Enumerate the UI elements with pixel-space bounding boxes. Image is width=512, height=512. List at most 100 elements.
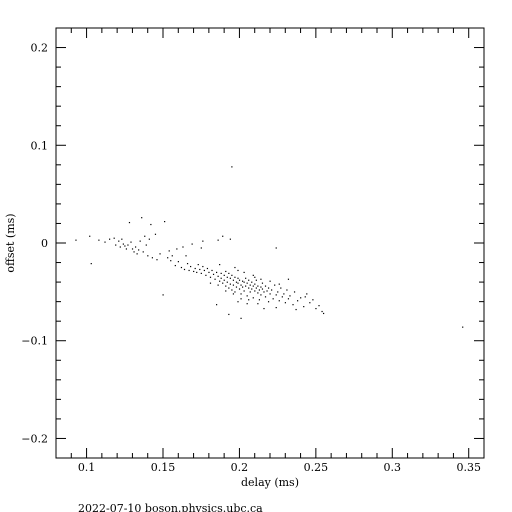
data-point <box>130 241 132 243</box>
data-point <box>243 271 245 274</box>
data-point <box>185 255 187 257</box>
data-point <box>235 286 238 288</box>
data-point <box>266 290 268 292</box>
data-point <box>249 291 251 293</box>
x-tick-label: 0.15 <box>151 461 176 474</box>
data-point <box>223 279 225 281</box>
x-tick-label: 0.35 <box>456 461 481 474</box>
data-point <box>223 274 225 276</box>
data-point <box>234 276 236 278</box>
data-point <box>269 280 271 282</box>
data-point <box>278 300 280 302</box>
axis-ticks <box>56 28 484 458</box>
data-point <box>220 277 222 279</box>
data-point <box>109 238 111 240</box>
data-point <box>293 291 296 293</box>
data-point <box>142 251 144 253</box>
data-point <box>124 245 126 247</box>
data-point <box>306 293 308 295</box>
data-point <box>104 241 106 243</box>
y-tick-labels: −0.2 −0.1 0 0.1 0.2 <box>21 42 48 446</box>
data-point <box>264 285 267 287</box>
data-point <box>90 263 92 265</box>
data-point <box>177 261 179 263</box>
data-point <box>205 274 207 276</box>
data-point <box>190 265 192 268</box>
data-point <box>260 294 262 296</box>
data-point <box>145 244 147 246</box>
data-point <box>144 235 146 237</box>
data-point <box>128 221 131 224</box>
data-point <box>254 290 256 292</box>
y-tick-label: −0.2 <box>21 432 48 445</box>
data-point <box>258 299 260 301</box>
data-point <box>263 291 265 293</box>
data-point <box>217 275 219 277</box>
data-point <box>119 246 121 248</box>
data-point <box>257 303 259 305</box>
data-point <box>248 299 250 301</box>
data-point <box>287 278 290 280</box>
data-point <box>240 298 242 300</box>
data-point <box>272 298 274 300</box>
data-point <box>275 247 277 249</box>
data-point <box>147 255 149 257</box>
data-point <box>214 278 216 280</box>
data-point <box>200 247 202 249</box>
data-point <box>245 285 247 287</box>
data-point <box>304 296 306 298</box>
data-point <box>197 264 199 266</box>
data-point <box>234 266 236 269</box>
data-point <box>193 270 195 273</box>
data-point <box>222 235 224 237</box>
data-point <box>321 310 323 313</box>
data-point <box>141 217 143 219</box>
data-point <box>232 293 235 295</box>
data-point <box>297 300 299 302</box>
data-point <box>287 298 290 300</box>
data-point <box>232 284 235 286</box>
data-point <box>462 326 464 328</box>
data-point <box>234 291 236 293</box>
data-point <box>226 276 228 278</box>
data-point <box>121 238 123 240</box>
data-point <box>292 304 294 306</box>
y-tick-label: −0.1 <box>21 335 48 348</box>
data-point <box>255 279 257 281</box>
data-point <box>164 221 166 223</box>
data-point <box>125 248 128 250</box>
footer-text: 2022-07-10 boson.physics.ubc.ca <box>78 502 263 512</box>
data-point <box>228 313 230 316</box>
data-point <box>98 239 100 241</box>
data-point <box>133 251 135 253</box>
data-point <box>246 303 248 305</box>
data-point <box>257 292 259 294</box>
data-point <box>269 293 271 295</box>
plot-frame <box>55 27 485 459</box>
data-point <box>255 287 257 289</box>
data-point <box>229 283 231 285</box>
data-point <box>138 249 140 251</box>
data-point <box>278 283 280 285</box>
data-point <box>254 283 256 285</box>
data-point <box>237 269 239 272</box>
data-point <box>162 294 164 296</box>
data-point <box>251 281 253 283</box>
data-point <box>136 253 138 255</box>
data-point <box>254 276 256 278</box>
data-point <box>231 289 233 291</box>
data-point <box>251 288 253 290</box>
data-point <box>208 271 210 274</box>
data-point <box>246 295 248 297</box>
data-point <box>241 280 244 282</box>
data-point <box>226 281 228 283</box>
data-point <box>231 166 233 168</box>
data-point <box>134 246 137 248</box>
data-point <box>167 257 169 259</box>
data-point <box>219 264 221 266</box>
data-point <box>75 239 77 241</box>
data-point <box>115 244 117 246</box>
data-point <box>267 287 270 289</box>
data-point <box>199 268 201 271</box>
